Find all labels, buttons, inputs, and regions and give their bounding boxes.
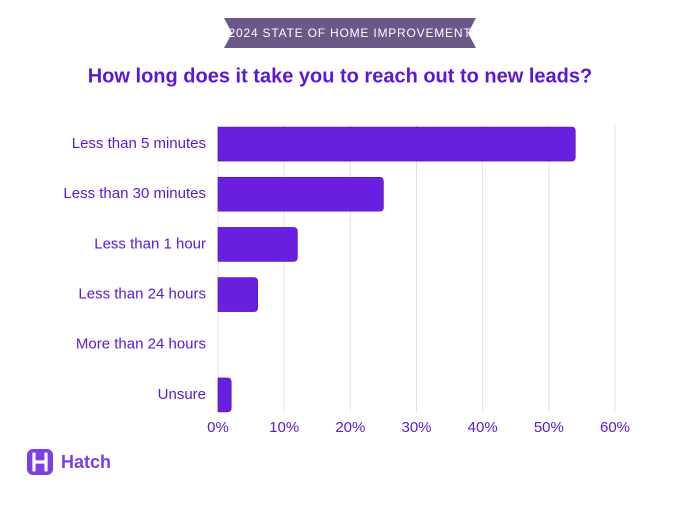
bar — [217, 126, 576, 162]
bar — [217, 227, 298, 262]
x-tick-label: 0% — [207, 419, 229, 436]
x-tick-label: 60% — [600, 419, 630, 436]
logo-glyph — [32, 452, 48, 472]
bar — [217, 176, 384, 212]
y-tick-label: Less than 1 hour — [94, 235, 206, 252]
logo-text: Hatch — [61, 452, 111, 472]
chart-title: How long does it take you to reach out t… — [88, 65, 593, 87]
y-tick-label: Less than 5 minutes — [72, 135, 206, 152]
x-tick-label: 20% — [335, 419, 365, 436]
x-tick-label: 50% — [534, 419, 564, 436]
chart-subtitle: 2024 STATE OF HOME IMPROVEMENT — [229, 26, 472, 40]
y-tick-label: Unsure — [158, 386, 206, 403]
y-tick-label: Less than 30 minutes — [63, 185, 206, 202]
bar — [217, 277, 258, 312]
bar — [217, 377, 232, 413]
y-tick-label: Less than 24 hours — [78, 286, 206, 303]
x-tick-label: 30% — [401, 419, 431, 436]
x-tick-label: 40% — [468, 419, 498, 436]
subtitle-ribbon — [224, 18, 476, 48]
x-tick-label: 10% — [269, 419, 299, 436]
y-tick-label: More than 24 hours — [76, 336, 206, 353]
